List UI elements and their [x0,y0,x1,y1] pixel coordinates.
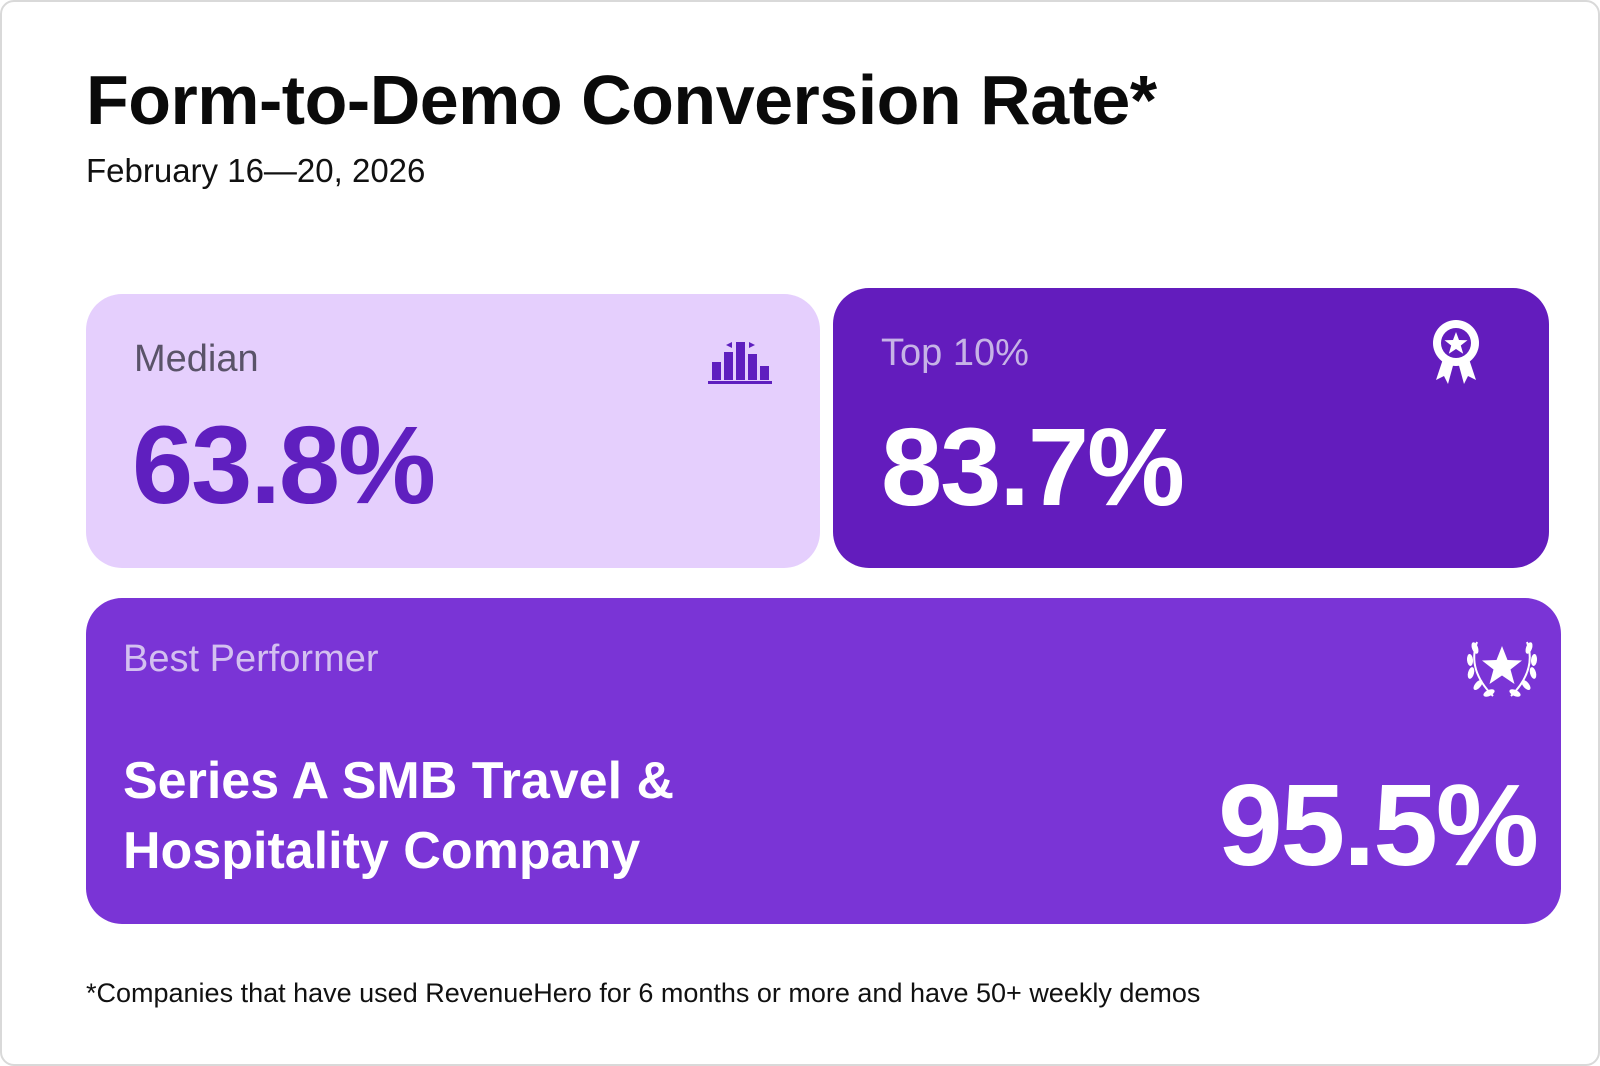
best-performer-company: Series A SMB Travel & Hospitality Compan… [123,752,675,880]
top-10-value: 83.7% [881,406,1185,529]
median-value: 63.8% [132,404,436,527]
best-performer-value: 95.5% [1218,760,1539,890]
top-10-label: Top 10% [881,332,1029,374]
page-title: Form-to-Demo Conversion Rate* [86,61,1157,139]
date-range: February 16—20, 2026 [86,152,426,189]
laurel-star-icon [1466,641,1538,697]
top-10-card: Top 10% 83.7% [833,288,1549,568]
median-label: Median [134,338,259,380]
median-card: Median 63.8% [86,294,820,568]
award-ribbon-icon [1433,320,1479,384]
bar-chart-icon [708,342,772,384]
best-performer-label: Best Performer [123,638,379,680]
best-performer-card: Best Performer Series A SMB Travel & Hos… [86,598,1561,924]
footnote: *Companies that have used RevenueHero fo… [86,978,1201,1008]
